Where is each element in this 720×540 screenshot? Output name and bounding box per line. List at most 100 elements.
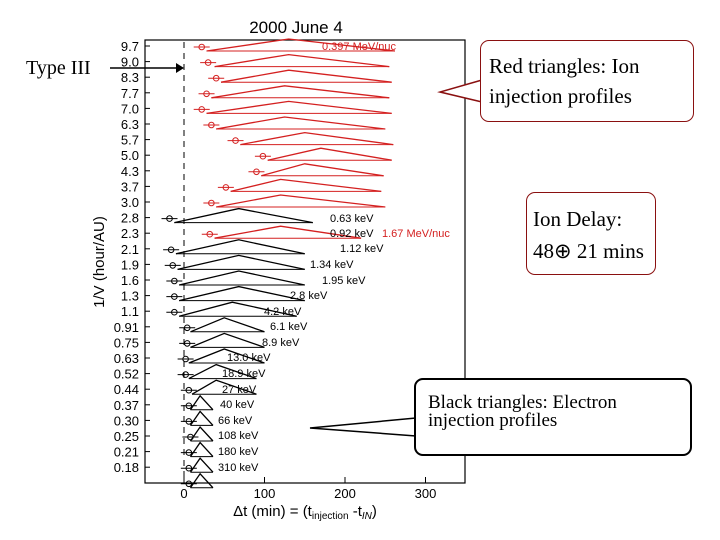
injection-marker xyxy=(222,184,230,191)
y-tick-label: 9.7 xyxy=(121,39,139,54)
red-callout-line2: injection profiles xyxy=(489,84,632,108)
injection-marker xyxy=(185,386,193,394)
electron-energy-label: 0.63 keV xyxy=(330,213,374,225)
electron-injection-triangle xyxy=(175,239,305,255)
injection-marker xyxy=(212,74,220,82)
ion-injection-triangle xyxy=(220,69,392,83)
y-tick-label: 7.7 xyxy=(121,86,139,101)
injection-marker xyxy=(185,449,193,456)
electron-energy-label: 40 keV xyxy=(220,399,255,411)
ion-injection-triangle xyxy=(230,178,382,193)
ion-injection-triangle xyxy=(267,147,392,161)
electron-injection-triangle xyxy=(179,301,297,317)
electron-energy-label: 0.92 keV xyxy=(330,228,374,240)
y-tick-label: 0.75 xyxy=(114,335,139,350)
electron-energy-label: 310 keV xyxy=(218,462,259,474)
injection-marker xyxy=(203,90,210,98)
electron-energy-label: 18.9 keV xyxy=(222,368,266,380)
injection-marker xyxy=(187,433,194,441)
y-tick-label: 1.9 xyxy=(121,257,139,272)
injection-marker xyxy=(232,137,239,144)
y-tick-label: 0.25 xyxy=(114,429,139,444)
injection-marker xyxy=(183,324,191,332)
electron-energy-label: 180 keV xyxy=(218,446,259,458)
y-tick-label: 0.63 xyxy=(114,351,139,366)
electron-energy-label: 8.9 keV xyxy=(262,337,300,349)
electron-energy-label: 1.12 keV xyxy=(340,243,384,255)
chart-title: 2000 June 4 xyxy=(249,18,343,37)
ion-injection-triangle xyxy=(206,100,392,115)
injection-marker xyxy=(171,293,178,300)
y-tick-label: 0.44 xyxy=(114,382,139,397)
electron-injection-triangle xyxy=(189,425,214,442)
electron-injection-triangle xyxy=(189,472,214,489)
ion-delay-callout: Ion Delay: 48⊕ 21 mins xyxy=(526,192,656,275)
y-tick-label: 3.7 xyxy=(121,179,139,194)
ion-delay-value: 48⊕ 21 mins xyxy=(533,239,644,263)
ion-injection-triangle xyxy=(216,116,386,130)
y-tick-label: 0.30 xyxy=(114,413,139,428)
ion-injection-triangle xyxy=(240,131,394,146)
injection-marker xyxy=(182,371,189,378)
injection-marker xyxy=(208,199,215,207)
injection-marker xyxy=(182,355,189,363)
electron-injection-triangle xyxy=(189,394,214,411)
x-axis-label-end: ) xyxy=(372,503,377,520)
y-tick-label: 1.6 xyxy=(121,273,139,288)
y-axis-label: 1/V (hour/AU) xyxy=(91,216,108,308)
black-callout-pointer xyxy=(309,417,417,437)
injection-marker xyxy=(208,121,215,129)
injection-marker xyxy=(185,480,193,488)
x-tick-label: 200 xyxy=(334,486,356,501)
y-tick-label: 2.8 xyxy=(121,211,139,226)
black-callout-line2: injection profiles xyxy=(428,410,558,431)
injection-marker xyxy=(167,246,175,254)
injection-marker xyxy=(185,402,193,410)
injection-marker xyxy=(259,152,267,160)
electron-energy-label: 2.8 keV xyxy=(290,290,328,302)
x-axis-label-mid: -t xyxy=(349,503,363,520)
injection-marker xyxy=(166,215,173,222)
y-tick-label: 6.3 xyxy=(121,117,139,132)
ion-injection-triangle xyxy=(214,53,390,68)
electron-energy-label: 4.2 keV xyxy=(264,306,302,318)
y-tick-label: 5.7 xyxy=(121,133,139,148)
y-tick-label: 7.0 xyxy=(121,101,139,116)
ion-injection-triangle xyxy=(206,38,395,52)
y-tick-label: 2.1 xyxy=(121,242,139,257)
electron-energy-label: 13.0 keV xyxy=(227,352,271,364)
electron-energy-label: 108 keV xyxy=(218,430,259,442)
x-tick-label: 100 xyxy=(254,486,276,501)
injection-marker xyxy=(198,43,206,51)
x-axis-label-main: Δt (min) = (t xyxy=(233,503,313,520)
y-tick-label: 0.91 xyxy=(114,320,139,335)
injection-marker xyxy=(204,59,212,66)
ion-energy-label: 1.67 MeV/nuc xyxy=(382,228,450,240)
electron-injection-triangle xyxy=(188,363,257,380)
ion-injection-triangle xyxy=(216,194,386,208)
electron-injection-triangle xyxy=(190,317,265,333)
electron-injection-triangle xyxy=(189,410,214,426)
injection-marker xyxy=(183,340,191,347)
y-tick-label: 2.3 xyxy=(121,226,139,241)
y-tick-label: 0.18 xyxy=(114,460,139,475)
x-axis-label-sub1: injection xyxy=(312,511,349,522)
y-tick-label: 1.3 xyxy=(121,289,139,304)
black-callout-line1: Black triangles: Electron xyxy=(428,392,617,413)
electron-energy-label: 1.34 keV xyxy=(310,259,354,271)
injection-marker xyxy=(185,418,193,425)
black-triangles-callout: Black triangles: Electron injection prof… xyxy=(414,378,692,456)
electron-injection-triangle xyxy=(179,270,305,286)
electron-injection-triangle xyxy=(189,441,214,458)
electron-injection-triangle xyxy=(188,348,265,364)
injection-marker xyxy=(185,464,193,472)
electron-energy-label: 66 keV xyxy=(218,415,253,427)
injection-marker xyxy=(253,168,260,176)
x-axis-label-sub2: IN xyxy=(362,511,373,522)
ion-injection-triangle xyxy=(211,85,390,99)
red-callout-pointer xyxy=(437,79,483,103)
chart-layer: 0 100 200 300 9.79.08.37.77.06.35.75.04.33.7… xyxy=(114,38,450,501)
injection-marker xyxy=(171,277,178,285)
electron-injection-triangle xyxy=(174,207,313,224)
